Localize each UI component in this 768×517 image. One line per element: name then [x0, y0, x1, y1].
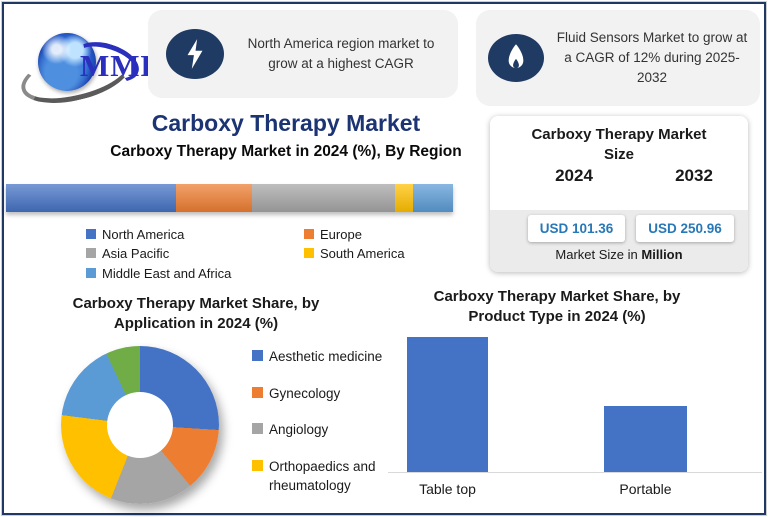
callout-fluid-sensors-text: Fluid Sensors Market to grow at a CAGR o… — [556, 29, 748, 86]
application-legend-item-0: Aesthetic medicine — [252, 347, 402, 367]
legend-label: Angiology — [269, 422, 329, 438]
bar-label-table-top: Table top — [419, 481, 476, 497]
legend-label: Middle East and Africa — [102, 265, 232, 281]
market-size-note-prefix: Market Size in — [555, 247, 638, 262]
bar-table-top — [407, 337, 488, 472]
bar-portable — [604, 406, 687, 472]
legend-label: South America — [320, 246, 405, 262]
market-size-note-unit: Million — [641, 247, 683, 262]
legend-label: Asia Pacific — [102, 246, 170, 262]
flame-icon — [488, 34, 544, 82]
bar-label-portable: Portable — [619, 481, 672, 497]
donut-hole — [107, 392, 173, 458]
market-size-title: Carboxy Therapy Market Size — [531, 126, 707, 163]
legend-label: Gynecology — [269, 385, 341, 401]
product-chart-baseline — [388, 472, 762, 473]
application-legend-item-3: Orthopaedics and rheumatology — [252, 457, 402, 496]
callout-north-america: North America region market to grow at a… — [148, 10, 458, 98]
market-size-card: Carboxy Therapy Market Size 2024 2032 US… — [490, 116, 748, 272]
legend-swatch — [252, 386, 263, 398]
application-chart-title: Carboxy Therapy Market Share, by Applica… — [72, 295, 320, 333]
region-segment-1 — [175, 184, 252, 212]
legend-swatch — [304, 248, 314, 259]
region-legend-item-0: North America — [86, 227, 304, 242]
region-legend-item-2: Asia Pacific — [86, 246, 304, 262]
application-legend: Aesthetic medicine Gynecology Angiology Ort… — [252, 347, 402, 496]
market-size-value-2032: USD 250.96 — [636, 215, 734, 242]
application-donut-chart — [61, 346, 219, 504]
application-legend-item-2: Angiology — [252, 420, 402, 440]
region-segment-0 — [6, 184, 176, 212]
market-size-note: Market Size in Million — [490, 247, 748, 262]
legend-swatch — [252, 459, 263, 471]
market-size-year-2024: 2024 — [555, 166, 593, 185]
legend-swatch — [86, 248, 96, 259]
region-stacked-bar — [6, 184, 453, 212]
legend-swatch — [86, 267, 96, 278]
legend-swatch — [252, 423, 263, 435]
legend-label: Aesthetic medicine — [269, 349, 383, 364]
region-segment-2 — [251, 184, 395, 212]
legend-label: Europe — [320, 227, 362, 242]
market-size-value-2024: USD 101.36 — [528, 215, 625, 242]
legend-label: Orthopaedics and rheumatology — [269, 458, 376, 494]
region-segment-3 — [394, 184, 413, 212]
legend-label: North America — [102, 227, 185, 242]
callout-fluid-sensors: Fluid Sensors Market to grow at a CAGR o… — [476, 10, 760, 106]
legend-swatch — [304, 229, 314, 239]
callout-north-america-text: North America region market to grow at a… — [247, 35, 435, 71]
legend-swatch — [86, 229, 96, 239]
page-title: Carboxy Therapy Market — [151, 110, 421, 136]
region-legend-item-1: Europe — [304, 227, 426, 242]
legend-swatch — [252, 350, 263, 361]
globe-icon — [38, 33, 96, 91]
product-chart-title: Carboxy Therapy Market Share, by Product… — [433, 288, 681, 326]
region-legend-item-3: South America — [304, 246, 426, 262]
lightning-bolt-icon — [166, 29, 224, 79]
region-legend: North America Europe Asia Pacific South Ame… — [86, 227, 426, 281]
market-size-year-2032: 2032 — [675, 166, 713, 185]
region-legend-item-4: Middle East and Africa — [86, 265, 304, 281]
application-legend-item-1: Gynecology — [252, 384, 402, 404]
region-segment-4 — [412, 184, 453, 212]
region-chart-title: Carboxy Therapy Market in 2024 (%), By R… — [110, 143, 462, 160]
